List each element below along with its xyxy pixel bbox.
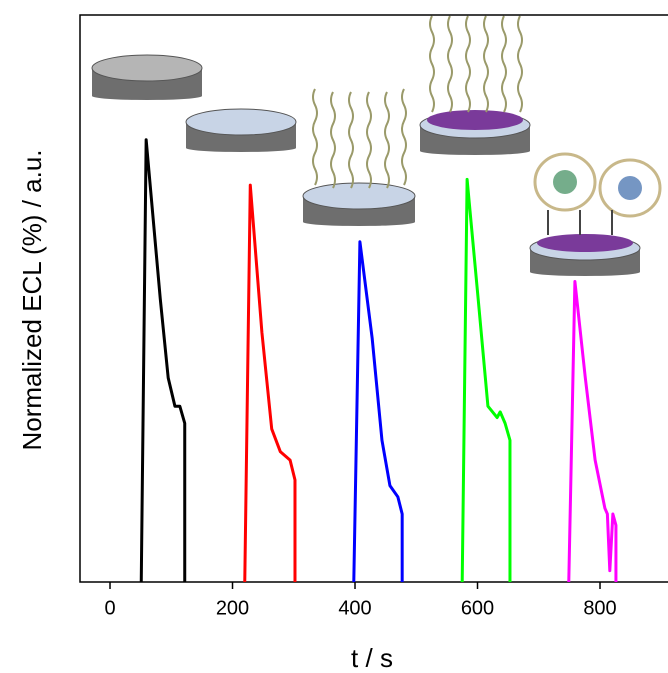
x-tick-label: 800 — [583, 597, 616, 619]
ecl-trace — [352, 240, 404, 583]
modified-electrode — [185, 108, 297, 152]
probe-electrode — [302, 88, 416, 226]
ecl-trace — [567, 279, 618, 583]
x-tick-label: 600 — [461, 597, 494, 619]
protein-electrode — [529, 152, 662, 276]
x-axis-label: t / s — [351, 643, 393, 673]
nanoparticle-electrode — [419, 15, 531, 155]
electrode-illustrations — [91, 15, 662, 276]
ecl-trace — [243, 183, 297, 583]
plot-frame — [79, 14, 668, 583]
x-tick-label: 0 — [104, 597, 115, 619]
bare-electrode — [91, 54, 203, 100]
x-tick-label: 200 — [216, 597, 249, 619]
ecl-trace — [139, 138, 187, 583]
y-axis-label: Normalized ECL (%) / a.u. — [17, 149, 47, 450]
x-tick-label: 400 — [338, 597, 371, 619]
ecl-trace — [460, 177, 512, 583]
